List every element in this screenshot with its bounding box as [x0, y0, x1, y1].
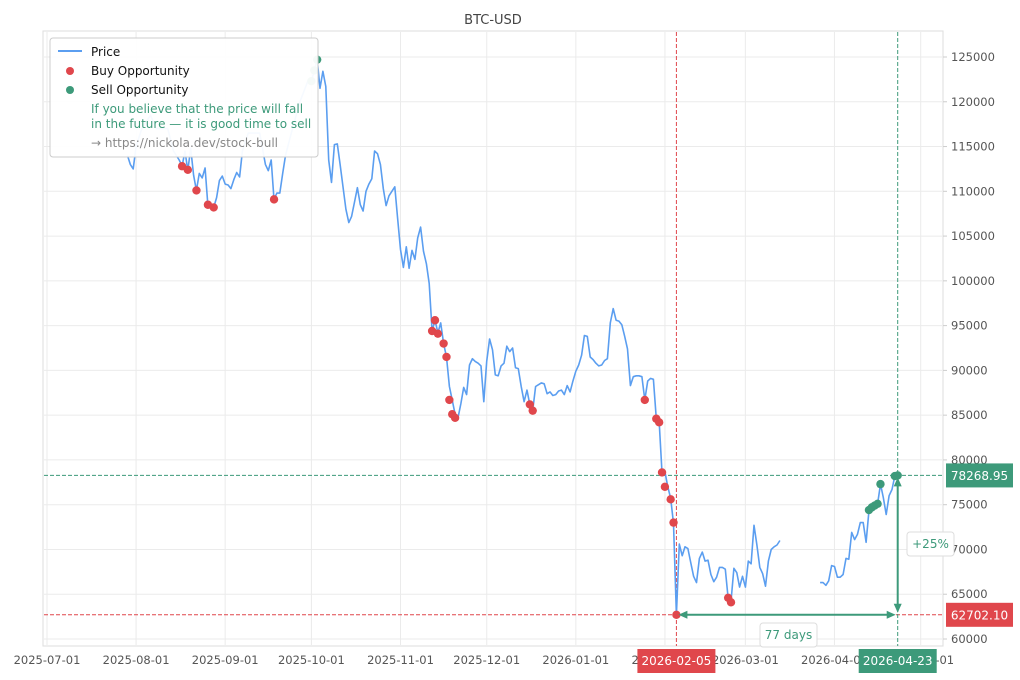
duration-arrow-head-left: [678, 610, 688, 619]
buy-marker: [726, 598, 736, 607]
buy-marker: [450, 413, 460, 423]
y-tick-label: 115000: [951, 140, 995, 154]
buy-markers: [177, 162, 736, 620]
legend-buy-label: Buy Opportunity: [91, 64, 190, 78]
x-tick-label: 2025-07-01: [14, 653, 81, 667]
y-tick-label: 65000: [951, 587, 988, 601]
sell-price-badge-label: 78268.95: [951, 469, 1008, 483]
legend-note-line-1: If you believe that the price will fall: [91, 102, 303, 116]
sell-marker: [876, 479, 885, 489]
buy-marker: [209, 203, 218, 212]
annotations: 77 days +25%: [678, 477, 955, 648]
sell-marker: [873, 499, 882, 508]
buy-date-badge-label: 2026-02-05: [642, 654, 712, 668]
y-tick-label: 120000: [951, 95, 995, 109]
buy-marker: [528, 406, 537, 415]
buy-marker: [439, 339, 448, 348]
buy-price-badge-label: 62702.10: [951, 608, 1008, 622]
y-tick-label: 90000: [951, 363, 988, 377]
x-tick-label: 2026-01-01: [542, 653, 609, 667]
buy-marker: [183, 165, 193, 175]
buy-marker: [660, 482, 670, 491]
buy-marker: [192, 186, 201, 195]
sell-date-badge: [858, 649, 937, 673]
sell-marker: [893, 471, 902, 480]
chart-title: BTC-USD: [464, 13, 522, 28]
x-tick-label: 2025-10-01: [278, 653, 345, 667]
buy-date-badge: [637, 649, 716, 673]
legend-box: [49, 37, 319, 158]
change-arrow-head-up: [893, 477, 902, 487]
y-tick-label: 95000: [951, 319, 988, 333]
buy-marker: [654, 418, 664, 427]
legend-sell-swatch: [66, 86, 74, 94]
buy-marker: [657, 468, 667, 477]
legend: Price Buy Opportunity Sell Opportunity I…: [49, 37, 319, 158]
x-axis-ticks: 2025-07-01 2025-08-01 2025-09-01 2025-10-01…: [14, 653, 955, 667]
buy-marker: [640, 395, 649, 405]
y-tick-label: 105000: [951, 229, 995, 243]
duration-label: 77 days: [765, 628, 812, 642]
y-tick-label: 75000: [951, 498, 988, 512]
price-polyline: [820, 474, 898, 587]
legend-link[interactable]: → https://nickola.dev/stock-bull: [91, 136, 278, 150]
x-tick-label: 2026-03-01: [712, 653, 779, 667]
change-label-box: [906, 531, 955, 557]
sell-price-badge: [946, 463, 1013, 488]
buy-price-badge: [946, 602, 1013, 627]
x-tick-label: 2025-08-01: [103, 653, 170, 667]
buy-marker: [669, 518, 678, 527]
legend-price-label: Price: [91, 45, 120, 59]
y-tick-label: 85000: [951, 408, 988, 422]
x-tick-label: 2025-11-01: [367, 653, 434, 667]
buy-marker: [672, 610, 681, 620]
legend-buy-swatch: [66, 67, 74, 75]
legend-note-line-2: in the future — it is good time to sell: [91, 117, 311, 131]
change-arrow-head-down: [893, 603, 902, 613]
x-tick-label: 2026-04-01: [801, 653, 868, 667]
price-line: [126, 58, 898, 616]
buy-marker: [269, 195, 279, 204]
buy-marker: [445, 395, 454, 405]
buy-marker: [430, 316, 440, 325]
change-label: +25%: [912, 537, 949, 551]
buy-marker: [666, 495, 675, 504]
x-tick-label: 2025-12-01: [453, 653, 520, 667]
price-polyline: [126, 58, 781, 616]
buy-marker: [525, 400, 535, 409]
duration-arrow-head-right: [886, 610, 896, 619]
y-axis-ticks: 6000065000700007500080000850009000095000…: [943, 50, 995, 646]
y-tick-label: 70000: [951, 542, 988, 556]
y-tick-label: 110000: [951, 184, 995, 198]
y-tick-label: 60000: [951, 632, 988, 646]
x-tick-label: 2025-09-01: [192, 653, 259, 667]
legend-sell-label: Sell Opportunity: [91, 83, 189, 97]
duration-label-box: [759, 622, 818, 648]
y-tick-label: 100000: [951, 274, 995, 288]
sell-date-badge-label: 2026-04-23: [863, 654, 933, 668]
y-tick-label: 125000: [951, 50, 995, 64]
buy-marker: [433, 329, 443, 338]
buy-marker: [442, 352, 451, 362]
